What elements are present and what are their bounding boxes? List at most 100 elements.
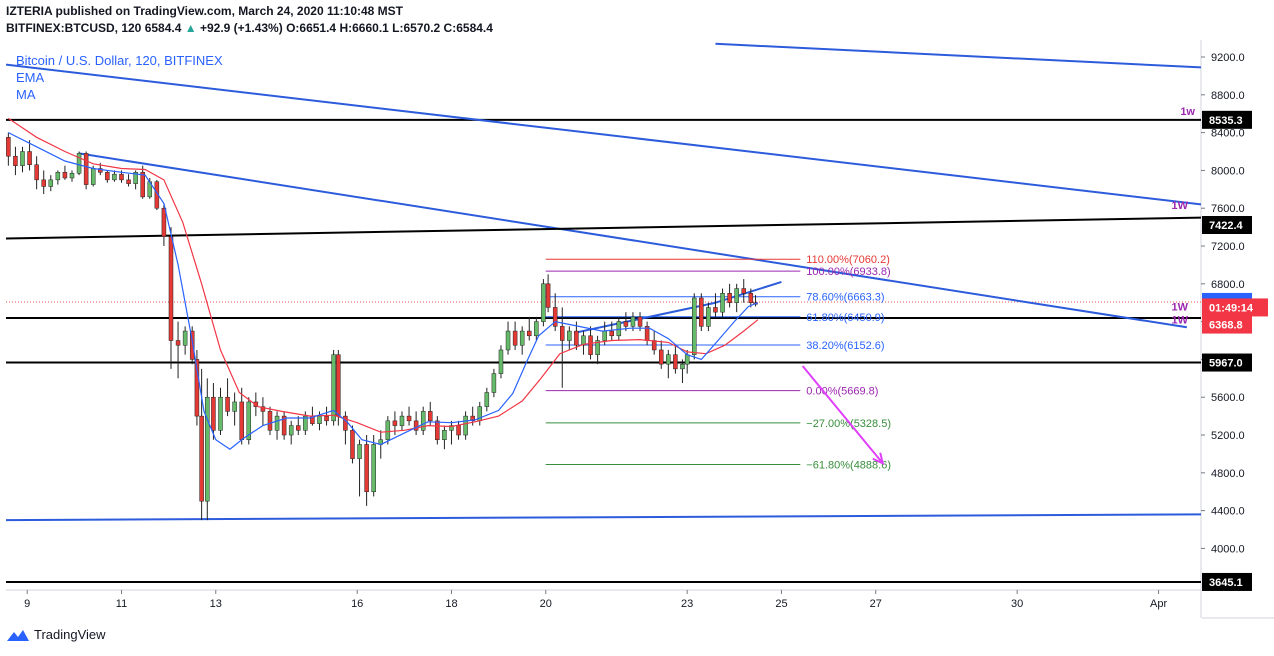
ema-line — [8, 132, 759, 450]
tradingview-logo-icon — [7, 629, 29, 641]
candle-body — [623, 321, 629, 327]
candle-body — [456, 425, 461, 436]
candle-body — [331, 354, 336, 422]
candle-body — [133, 172, 138, 184]
plot-layer: 110.00%(7060.2)100.00%(6933.8) 78.60%(666… — [6, 42, 1201, 583]
candle-body — [62, 172, 68, 179]
projection-arrow-head — [872, 452, 885, 466]
symbol-ohlc-line: BITFINEX:BTCUSD, 120 6584.4 ▲ +92.9 (+1.… — [6, 21, 493, 35]
price-tick-label: 8800.0 — [1211, 90, 1245, 102]
candle-body — [602, 330, 607, 341]
footer-brand[interactable]: TradingView — [6, 627, 106, 642]
candle-body — [260, 406, 266, 412]
candle-body — [630, 316, 636, 327]
trendline — [573, 301, 716, 334]
candle-body — [651, 340, 657, 351]
time-tick-label: 27 — [870, 598, 882, 610]
price-tick-label: 5600.0 — [1211, 392, 1245, 404]
candle-body — [541, 283, 546, 322]
legend-title[interactable]: Bitcoin / U.S. Dollar, 120, BITFINEX — [16, 53, 223, 68]
trendline — [715, 42, 1201, 69]
candle-body — [336, 354, 341, 417]
candle-body — [90, 168, 96, 185]
candle-body — [48, 179, 54, 187]
price-tick-label: 8000.0 — [1211, 165, 1245, 177]
plot-area — [6, 40, 1201, 590]
candle-body — [225, 396, 230, 412]
trendline-tag: 1W — [1172, 301, 1189, 313]
candle-body — [413, 420, 419, 431]
price-chart[interactable]: 110.00%(7060.2)100.00%(6933.8) 78.60%(666… — [0, 40, 1274, 620]
legend-ema[interactable]: EMA — [16, 70, 45, 85]
legend-ma[interactable]: MA — [16, 87, 36, 102]
candle-body — [552, 307, 558, 327]
candle-body — [205, 396, 210, 502]
candle-body — [281, 415, 287, 436]
time-tick-label: 16 — [351, 598, 363, 610]
candle-body — [364, 444, 369, 492]
open-label: O: — [286, 21, 300, 35]
trendline — [6, 63, 1201, 206]
price-axis-label-bg — [1202, 572, 1252, 591]
brand-text: TradingView — [34, 627, 106, 642]
price-tick-label: 7600.0 — [1211, 203, 1245, 215]
candle-body — [232, 401, 237, 412]
candle-body — [435, 420, 440, 440]
candle-body — [706, 307, 711, 327]
low-value: 6570.2 — [403, 21, 441, 35]
fib-level-label: 38.20%(6152.6) — [806, 340, 884, 352]
candle-body — [545, 283, 551, 308]
candle-body — [449, 425, 454, 431]
candle-body — [140, 172, 145, 198]
price-axis-label: 6368.8 — [1209, 320, 1243, 332]
candle-body — [399, 415, 405, 426]
price-axis-label-bg — [1202, 110, 1252, 129]
candle-body — [288, 425, 294, 436]
candle-body — [428, 411, 433, 422]
candle-body — [560, 326, 565, 341]
time-tick-label: 23 — [681, 598, 693, 610]
candle-body — [267, 411, 273, 431]
high-value: 6660.1 — [352, 21, 389, 35]
price-tick-label: 4000.0 — [1211, 543, 1245, 555]
price-tick-label: 4800.0 — [1211, 468, 1245, 480]
price-tick-label: 6800.0 — [1211, 279, 1245, 291]
candle-body — [55, 172, 61, 181]
time-tick-label: 9 — [24, 598, 30, 610]
candle-body — [168, 236, 174, 341]
candle-body — [512, 330, 518, 346]
trendline — [715, 280, 782, 304]
price-axis-label: 5967.0 — [1209, 358, 1243, 370]
candle-body — [13, 155, 18, 166]
candle-body — [406, 415, 412, 422]
candle-body — [713, 307, 718, 313]
candle-body — [357, 444, 362, 459]
candle-body — [666, 354, 671, 365]
candle-body — [637, 316, 643, 327]
price-tick-label: 8400.0 — [1211, 128, 1245, 140]
candle-body — [534, 321, 539, 337]
candle-body — [720, 293, 725, 313]
candle-body — [527, 330, 532, 337]
candle-body — [463, 415, 468, 436]
candle-body — [595, 340, 600, 355]
trendline — [6, 513, 1201, 522]
candle-body — [385, 420, 391, 440]
candle-body — [748, 293, 754, 303]
countdown-label-bg — [1202, 298, 1268, 317]
candle-body — [194, 359, 200, 417]
candle-body — [317, 415, 322, 424]
projection-arrow — [801, 365, 884, 465]
price-tick-label: 7200.0 — [1211, 241, 1245, 253]
candle-body — [691, 297, 697, 355]
price-tick-label: 4400.0 — [1211, 506, 1245, 518]
open-value: 6651.4 — [299, 21, 337, 35]
fib-level-label: 100.00%(6933.8) — [806, 266, 890, 278]
candle-body — [350, 430, 355, 459]
up-arrow-icon: ▲ — [184, 21, 197, 35]
price-axis-label-bg — [1202, 315, 1252, 334]
price-tick-label: 5200.0 — [1211, 430, 1245, 442]
trendline-tag: 1W — [1172, 200, 1189, 212]
fib-level-label: 0.00%(5669.8) — [806, 386, 878, 398]
candle-body — [727, 293, 732, 303]
